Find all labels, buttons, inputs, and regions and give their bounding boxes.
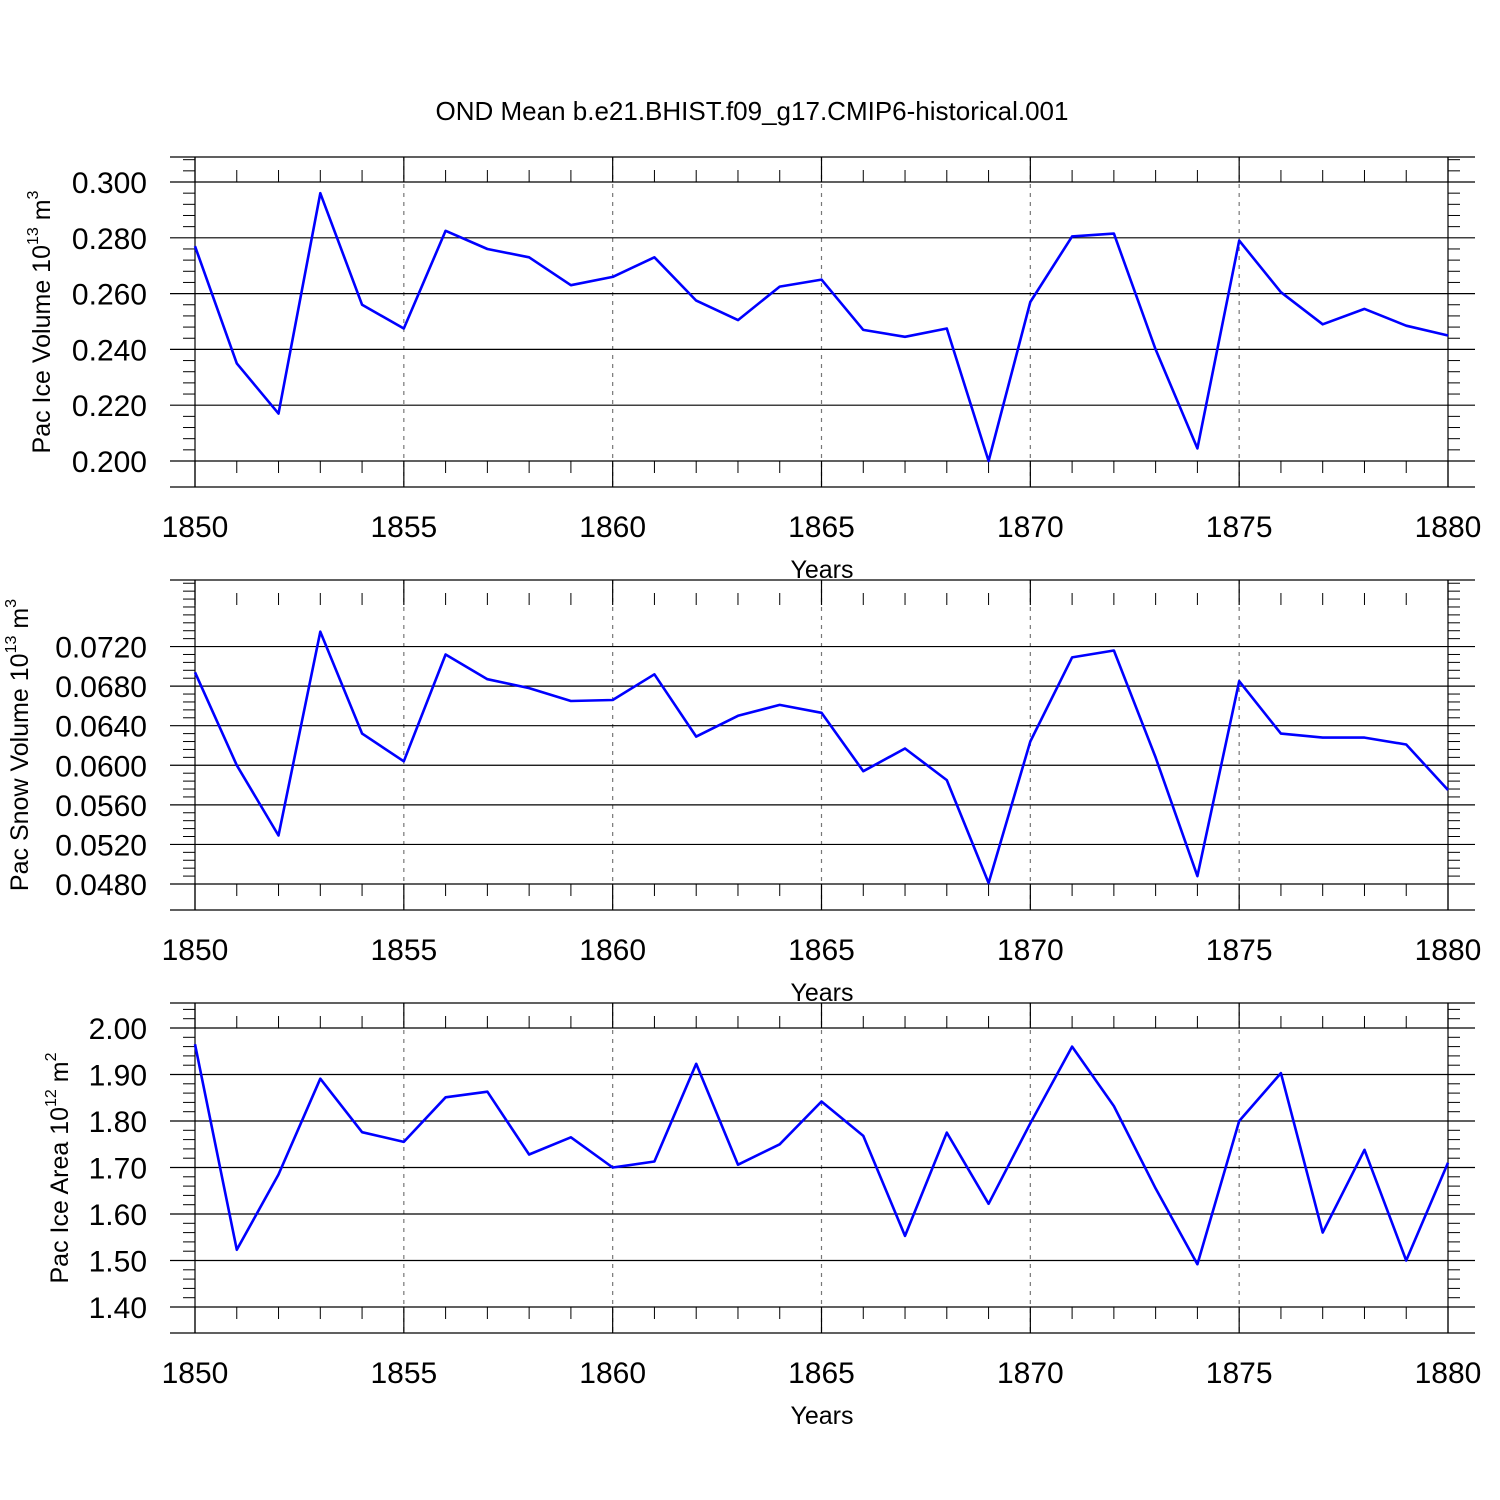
chart-panel-2: 0.0480 0.0520 0.0560 0.0600 0.0640 0.0680 0.07… bbox=[3, 579, 1482, 1007]
y-tick-label: 0.260 bbox=[72, 279, 147, 312]
x-tick-label: 1865 bbox=[788, 1357, 855, 1390]
x-tick-label: 1850 bbox=[162, 1357, 229, 1390]
y-tick-label: 1.40 bbox=[89, 1292, 147, 1325]
series-line bbox=[193, 630, 1449, 885]
y-tick-label: 2.00 bbox=[89, 1013, 147, 1046]
y-axis-title: Pac Snow Volume 1013 m3 bbox=[3, 599, 34, 891]
y-axis-title-text: Pac Ice Volume 10 bbox=[28, 245, 56, 453]
x-tick-label: 1880 bbox=[1415, 511, 1482, 544]
x-tick-label: 1850 bbox=[162, 511, 229, 544]
y-axis-title-unit: m bbox=[28, 199, 56, 227]
x-tick-label: 1870 bbox=[997, 511, 1064, 544]
chart-panel-3: 1.40 1.50 1.60 1.70 1.80 1.90 2.00 1850 1855 1860… bbox=[43, 1002, 1482, 1430]
x-tick-label: 1865 bbox=[788, 934, 855, 967]
y-axis-title-unit-exponent: 2 bbox=[43, 1052, 60, 1061]
series-line bbox=[193, 191, 1449, 463]
x-tick-label: 1870 bbox=[997, 1357, 1064, 1390]
x-axis-title: Years bbox=[790, 979, 853, 1007]
y-axis-title-text: Pac Ice Area 10 bbox=[46, 1107, 74, 1284]
y-tick-label: 0.0720 bbox=[55, 632, 147, 665]
x-tick-label: 1875 bbox=[1206, 511, 1273, 544]
y-tick-label: 0.0600 bbox=[55, 750, 147, 783]
y-axis-title-exponent: 13 bbox=[25, 227, 42, 245]
x-tick-label: 1860 bbox=[579, 934, 646, 967]
y-tick-label: 1.60 bbox=[89, 1199, 147, 1232]
y-tick-label: 1.50 bbox=[89, 1246, 147, 1279]
y-axis-title: Pac Ice Area 1012 m2 bbox=[43, 1052, 74, 1283]
y-axis-title-unit-exponent: 3 bbox=[3, 599, 20, 608]
x-tick-label: 1880 bbox=[1415, 1357, 1482, 1390]
y-tick-label: 0.0560 bbox=[55, 790, 147, 823]
series-line bbox=[193, 1044, 1450, 1266]
x-tick-label: 1875 bbox=[1206, 934, 1273, 967]
x-tick-label: 1875 bbox=[1206, 1357, 1273, 1390]
x-tick-label: 1865 bbox=[788, 511, 855, 544]
x-axis-title: Years bbox=[790, 556, 853, 584]
y-tick-label: 0.0480 bbox=[55, 869, 147, 902]
y-tick-label: 0.200 bbox=[72, 446, 147, 479]
x-tick-label: 1860 bbox=[579, 511, 646, 544]
x-axis-title: Years bbox=[790, 1402, 853, 1430]
y-tick-label: 0.0680 bbox=[55, 671, 147, 704]
figure-title: OND Mean b.e21.BHIST.f09_g17.CMIP6-histo… bbox=[436, 96, 1069, 126]
y-axis-title-unit: m bbox=[46, 1061, 74, 1089]
y-tick-label: 0.0520 bbox=[55, 829, 147, 862]
y-tick-label: 0.240 bbox=[72, 334, 147, 367]
x-tick-label: 1880 bbox=[1415, 934, 1482, 967]
y-axis-title-unit-exponent: 3 bbox=[25, 190, 42, 199]
y-tick-label: 0.220 bbox=[72, 390, 147, 423]
chart-panel-1: 0.200 0.220 0.240 0.260 0.280 0.300 1850 1855 18… bbox=[25, 156, 1482, 584]
y-tick-label: 0.0640 bbox=[55, 711, 147, 744]
y-axis-title-text: Pac Snow Volume 10 bbox=[6, 653, 34, 891]
x-tick-label: 1870 bbox=[997, 934, 1064, 967]
x-tick-label: 1855 bbox=[370, 934, 437, 967]
y-axis-title-exponent: 12 bbox=[43, 1089, 60, 1107]
y-tick-label: 0.280 bbox=[72, 223, 147, 256]
y-tick-label: 1.70 bbox=[89, 1153, 147, 1186]
panels: 0.200 0.220 0.240 0.260 0.280 0.300 1850 1855 18… bbox=[3, 156, 1482, 1430]
y-tick-label: 0.300 bbox=[72, 167, 147, 200]
y-tick-label: 1.90 bbox=[89, 1060, 147, 1093]
x-tick-label: 1860 bbox=[579, 1357, 646, 1390]
y-axis-title-exponent: 13 bbox=[3, 636, 20, 654]
x-tick-label: 1850 bbox=[162, 934, 229, 967]
x-tick-label: 1855 bbox=[370, 511, 437, 544]
y-axis-title: Pac Ice Volume 1013 m3 bbox=[25, 190, 56, 453]
y-tick-label: 1.80 bbox=[89, 1106, 147, 1139]
y-axis-title-unit: m bbox=[6, 608, 34, 636]
x-tick-label: 1855 bbox=[370, 1357, 437, 1390]
